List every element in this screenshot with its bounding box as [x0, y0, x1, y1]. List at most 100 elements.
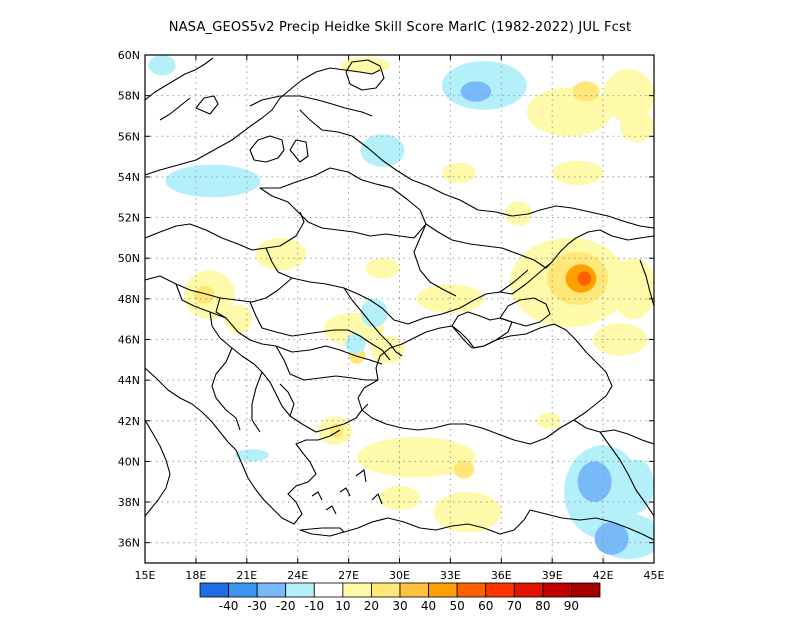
gulf-of-finland [249, 95, 373, 117]
skill-anomaly-region [590, 475, 603, 488]
y-tick-label: 58N [118, 90, 140, 103]
x-tick-label: 42E [593, 569, 614, 582]
colorbar-label: -30 [247, 599, 267, 613]
greece-coast [235, 429, 341, 525]
y-tick-label: 44N [118, 374, 140, 387]
skill-anomaly-region [234, 449, 269, 462]
colorbar-label: 50 [449, 599, 464, 613]
skill-anomaly-region [148, 55, 176, 76]
colorbar-label: 10 [335, 599, 350, 613]
coastlines-and-borders [145, 57, 654, 541]
colorbar-segment [542, 582, 572, 598]
y-tick-label: 56N [118, 130, 140, 143]
x-tick-label: 24E [287, 569, 308, 582]
y-tick-label: 42N [118, 415, 140, 428]
x-tick-label: 18E [185, 569, 206, 582]
colorbar-label: 40 [421, 599, 436, 613]
x-tick-label: 21E [236, 569, 257, 582]
skill-anomaly-region [441, 162, 476, 184]
moldova-border [343, 287, 403, 357]
colorbar: -40 -30 -20 -10 10 20 30 40 50 60 70 80 90 [199, 582, 601, 613]
skill-anomaly-region [460, 81, 492, 102]
balkans-borders [209, 311, 369, 433]
axis-ticks: 15E 18E 21E 24E 27E 30E 33E 36E 39E 42E 45E 36N 38N 4… [118, 49, 665, 582]
black-sea-coast [357, 323, 613, 445]
skill-anomaly-region [620, 109, 654, 143]
colorbar-segment [571, 582, 601, 598]
colorbar-segment [313, 582, 344, 598]
skill-anomaly-region [357, 437, 476, 478]
skill-anomaly-region [379, 485, 420, 511]
sweden-coast [145, 57, 214, 121]
ukraine-border [265, 229, 654, 325]
skill-anomaly-region [165, 164, 261, 198]
turkey-east-borders [529, 419, 654, 541]
x-tick-label: 33E [440, 569, 461, 582]
y-tick-label: 38N [118, 496, 140, 509]
colorbar-segment [228, 582, 258, 598]
x-tick-label: 15E [135, 569, 156, 582]
colorbar-segment [485, 582, 515, 598]
x-tick-label: 45E [644, 569, 665, 582]
sea-of-azov [499, 297, 551, 327]
turkey-south-coast [343, 509, 531, 535]
y-tick-label: 46N [118, 333, 140, 346]
colorbar-label: 80 [535, 599, 550, 613]
y-tick-label: 40N [118, 455, 140, 468]
colorbar-label: -20 [276, 599, 296, 613]
x-tick-label: 30E [389, 569, 410, 582]
skill-anomaly-region [453, 460, 475, 479]
skill-anomaly-region [577, 271, 592, 286]
skill-anomaly-region [255, 237, 307, 271]
ukraine-russia-east [425, 223, 553, 269]
lake-peipus [289, 139, 309, 163]
colorbar-segment [399, 582, 429, 598]
skill-anomaly-region [365, 258, 400, 279]
skill-anomaly-region [360, 134, 405, 167]
hungary-romania [215, 297, 391, 361]
y-tick-label: 60N [118, 49, 140, 62]
colorbar-segment [342, 582, 372, 598]
poland-border [145, 211, 305, 251]
lake-ladoga [345, 59, 385, 91]
colorbar-label: 20 [364, 599, 379, 613]
skill-anomaly-region [433, 491, 502, 533]
x-tick-label: 27E [338, 569, 359, 582]
skill-anomaly-region [345, 333, 366, 354]
lat-lon-grid [145, 55, 654, 563]
colorbar-segment [371, 582, 401, 598]
skill-anomaly-region [620, 459, 654, 513]
colorbar-label: 90 [564, 599, 579, 613]
adriatic-coast [145, 367, 237, 451]
colorbar-label: -40 [219, 599, 239, 613]
romania-bulgaria [275, 345, 378, 381]
italy-coast [145, 419, 171, 517]
colorbar-label: 60 [478, 599, 493, 613]
skill-anomaly-region [603, 69, 654, 122]
skill-anomaly-region [194, 285, 215, 304]
colorbar-segment [199, 582, 229, 598]
colorbar-segment [256, 582, 287, 598]
russia-internal [413, 223, 529, 297]
y-tick-label: 50N [118, 252, 140, 265]
northern-border [299, 109, 654, 229]
skill-anomaly-region [340, 57, 391, 74]
x-tick-label: 36E [491, 569, 512, 582]
colorbar-label: 30 [392, 599, 407, 613]
y-tick-label: 52N [118, 212, 140, 225]
skill-anomaly-region [224, 305, 252, 334]
skill-anomaly-region [536, 412, 561, 429]
y-tick-label: 54N [118, 171, 140, 184]
colorbar-segment [456, 582, 487, 598]
colorbar-segment [285, 582, 315, 598]
skill-anomaly-region [360, 298, 388, 328]
skill-anomaly-region [611, 258, 654, 320]
y-tick-label: 36N [118, 537, 140, 550]
gulf-of-riga [249, 135, 285, 163]
x-tick-label: 39E [542, 569, 563, 582]
skill-anomaly-region [594, 522, 629, 555]
skill-anomaly-region [416, 284, 485, 313]
colorbar-segment [513, 582, 544, 598]
map-title: NASA_GEOS5v2 Precip Heidke Skill Score M… [168, 20, 632, 35]
